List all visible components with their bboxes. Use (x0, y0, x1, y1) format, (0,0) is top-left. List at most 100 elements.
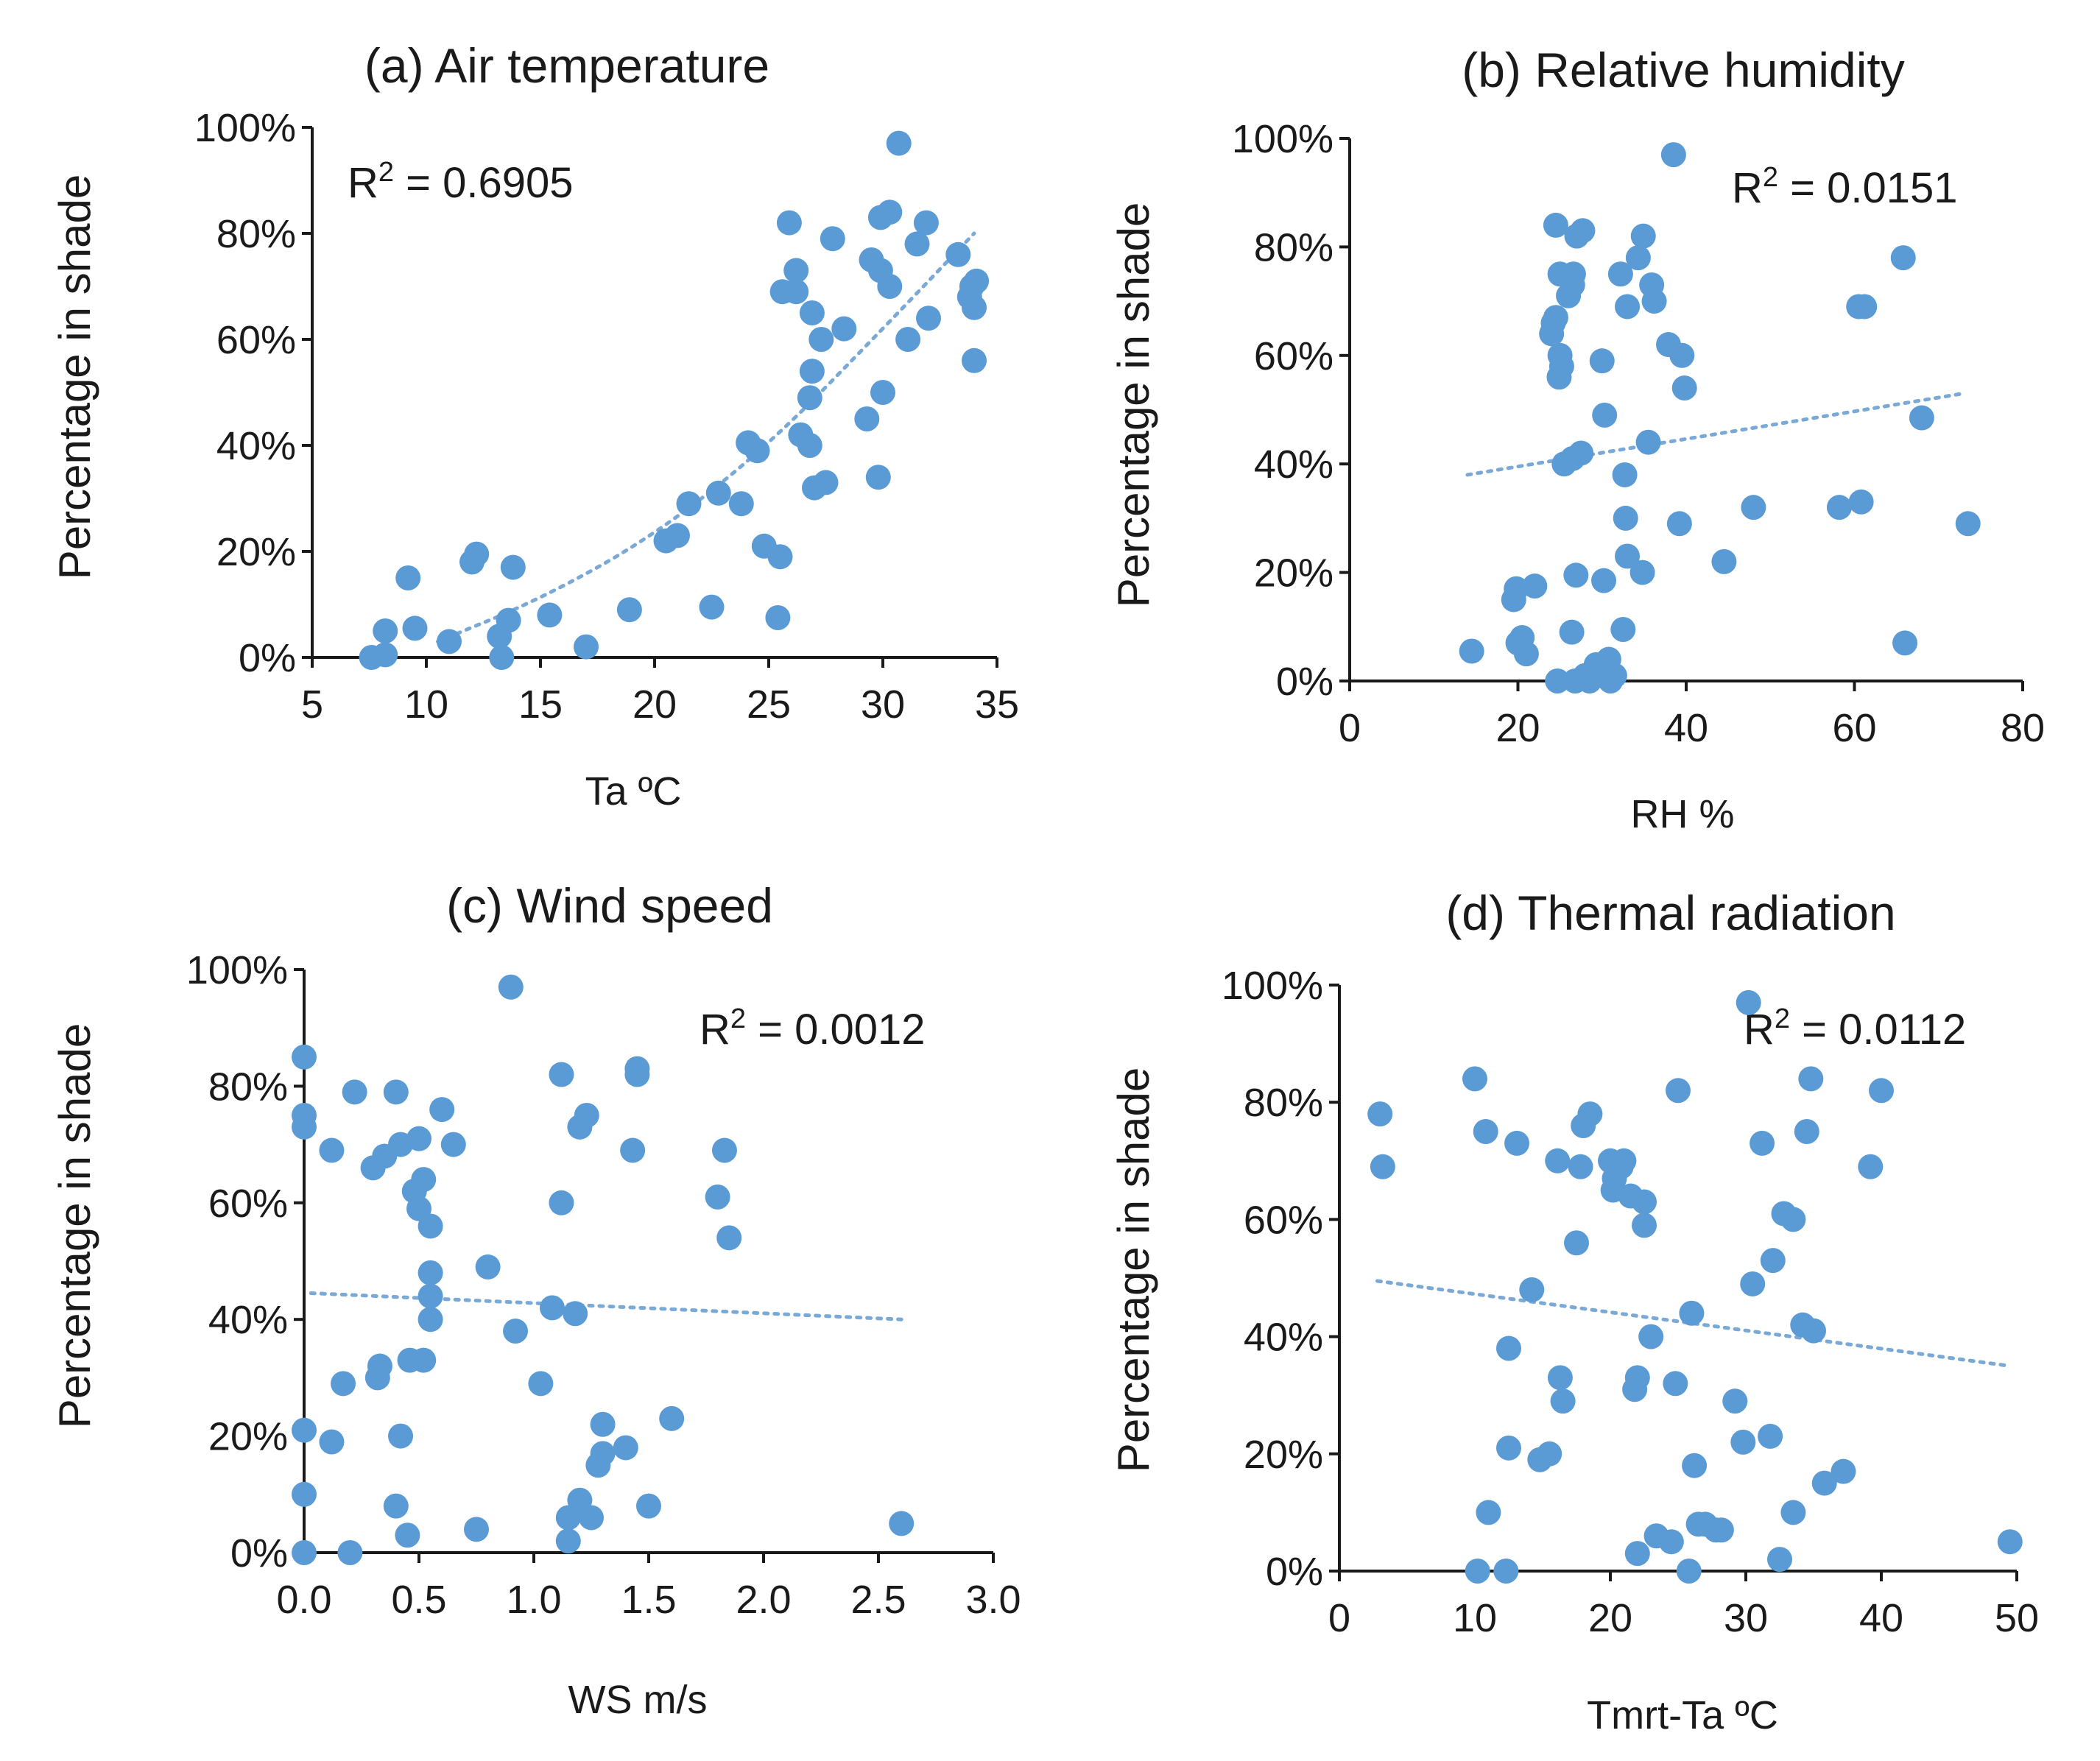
data-point (1658, 1529, 1684, 1555)
data-point (877, 274, 903, 299)
data-point (913, 210, 939, 236)
data-point (1630, 223, 1656, 249)
r-squared-label: R2 = 0.0012 (700, 1003, 926, 1054)
data-point (865, 465, 891, 490)
x-tick-label: 2.5 (850, 1578, 906, 1622)
data-point (659, 1405, 685, 1431)
data-point (1545, 1148, 1571, 1174)
data-point (563, 1301, 588, 1327)
chart-title: (b) Relative humidity (1462, 43, 1905, 97)
y-tick-label: 80% (216, 212, 296, 256)
data-point (1632, 1189, 1657, 1215)
data-point (1629, 560, 1655, 585)
data-point (429, 1097, 455, 1123)
data-point (1522, 574, 1548, 599)
data-point (402, 615, 428, 641)
data-point (799, 359, 825, 384)
x-tick-label: 0 (1328, 1596, 1350, 1640)
data-point (716, 1225, 742, 1251)
data-point (1669, 342, 1695, 368)
data-point (1612, 462, 1638, 487)
data-point (1465, 1559, 1490, 1584)
data-point (1711, 548, 1737, 574)
data-point (870, 380, 895, 405)
data-point (1592, 402, 1618, 428)
data-point (962, 294, 987, 320)
data-point (388, 1423, 414, 1449)
data-point (620, 1137, 646, 1163)
y-axis-label: Percentage in shade (1109, 202, 1158, 607)
data-point (417, 1260, 443, 1285)
data-point (1741, 495, 1766, 520)
data-point (889, 1511, 915, 1536)
x-axis-label: RH % (1630, 792, 1734, 836)
y-tick-label: 0% (230, 1531, 288, 1575)
data-point (1997, 1529, 2023, 1555)
data-point (616, 597, 642, 623)
y-tick-label: 20% (1254, 551, 1333, 596)
data-point (797, 433, 822, 458)
data-point (1780, 1500, 1806, 1525)
data-point (1570, 218, 1596, 244)
data-point (1750, 1130, 1775, 1156)
data-point (705, 480, 731, 506)
data-point (319, 1137, 345, 1163)
data-point (1504, 576, 1529, 601)
data-point (1722, 1388, 1748, 1414)
data-point (1671, 375, 1697, 401)
x-tick-label: 1.0 (506, 1578, 561, 1622)
data-point (292, 1044, 317, 1070)
data-point (489, 645, 515, 670)
data-point (1848, 489, 1874, 515)
data-point (1459, 638, 1484, 664)
data-point (464, 541, 490, 567)
y-tick-label: 60% (1254, 334, 1333, 378)
data-point (1708, 1517, 1734, 1543)
x-axis-label: Ta ºC (585, 769, 682, 814)
y-tick-label: 40% (1244, 1316, 1323, 1360)
data-point (1624, 1541, 1650, 1567)
data-point (292, 1114, 317, 1140)
data-point (705, 1184, 730, 1210)
data-point (1610, 616, 1636, 642)
data-point (1676, 1559, 1702, 1584)
data-point (395, 1522, 420, 1548)
data-point (1730, 1429, 1756, 1455)
data-point (1496, 1435, 1521, 1461)
data-point (1545, 668, 1571, 694)
data-point (1513, 641, 1539, 667)
y-axis-label: Percentage in shade (50, 174, 99, 579)
plot-area: 0% 20% 40% 60% 80% 100% 0 10 20 30 40 50 (1222, 964, 2039, 1640)
data-point (1852, 294, 1878, 320)
data-point (383, 1079, 409, 1105)
x-tick-label: 0.5 (391, 1578, 446, 1622)
data-point (1537, 1441, 1562, 1467)
data-point (1548, 353, 1574, 379)
data-point (579, 1505, 604, 1531)
data-point (728, 491, 754, 517)
y-tick-label: 80% (208, 1065, 288, 1109)
data-point (1563, 562, 1589, 588)
chart-title: (c) Wind speed (446, 878, 773, 933)
data-point (1613, 505, 1638, 531)
data-point (1811, 1470, 1837, 1496)
data-point (1679, 1300, 1705, 1326)
y-tick-label: 80% (1244, 1081, 1323, 1125)
y-tick-label: 20% (216, 530, 296, 574)
data-point (411, 1167, 437, 1193)
data-point (1682, 1453, 1708, 1478)
y-tick-label: 20% (208, 1415, 288, 1459)
y-tick-label: 100% (1232, 117, 1333, 161)
data-point (1624, 1365, 1650, 1391)
r-squared-value: 0.6905 (443, 159, 573, 207)
data-point (1519, 1277, 1545, 1302)
r-squared-label: R2 = 0.0112 (1744, 1003, 1966, 1054)
data-point (574, 634, 599, 660)
data-point (1892, 630, 1918, 656)
x-tick-label: 0.0 (276, 1578, 331, 1622)
y-tick-label: 60% (1244, 1198, 1323, 1242)
data-point (1476, 1500, 1501, 1525)
data-point (373, 642, 398, 668)
